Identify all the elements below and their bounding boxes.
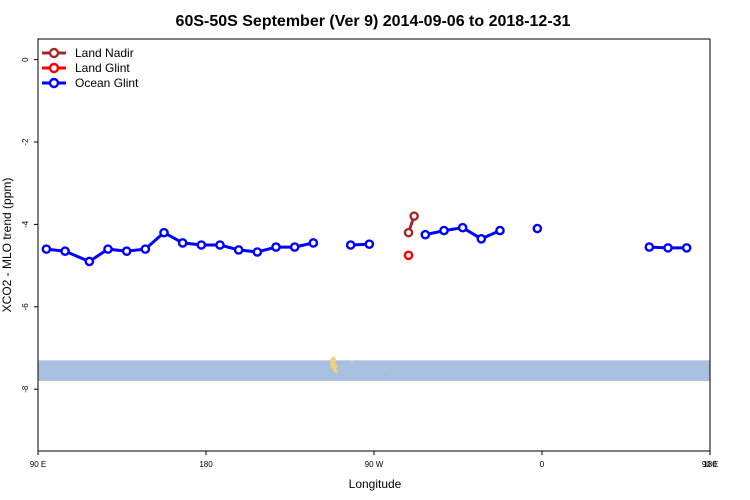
- ocean-glint-point: [457, 222, 468, 233]
- land-band: [38, 360, 710, 381]
- x-tick-label: 90 E: [702, 460, 718, 469]
- x-tick-label: 90 W: [365, 460, 384, 469]
- ocean-glint-point: [121, 246, 132, 256]
- legend-label: Ocean Glint: [75, 76, 139, 90]
- ocean-glint-point: [663, 243, 673, 253]
- legend-item-land-nadir: Land Nadir: [42, 46, 134, 60]
- ocean-glint-point: [84, 256, 95, 267]
- ocean-glint-point: [739, 248, 746, 255]
- ocean-glint-point: [103, 244, 113, 254]
- land-glint-point: [403, 250, 414, 261]
- ocean-glint-point: [345, 240, 356, 250]
- legend-marker: [48, 77, 60, 89]
- ocean-glint-point: [215, 240, 225, 250]
- x-tick-label: 90 E: [30, 460, 46, 469]
- ocean-glint-point: [495, 225, 505, 236]
- ocean-glint-point: [41, 244, 52, 254]
- ocean-glint-point: [289, 242, 300, 252]
- y-axis: 0 -2 -4 -6 -8: [21, 57, 38, 393]
- ocean-glint-point: [252, 247, 263, 257]
- y-tick-label: -2: [21, 138, 30, 146]
- y-axis-label: XCO2 - MLO trend (ppm): [0, 178, 14, 313]
- legend-marker: [48, 62, 60, 74]
- legend-item-ocean-glint: Ocean Glint: [42, 76, 139, 90]
- island-dot: [386, 369, 388, 371]
- ocean-glint-point: [476, 234, 487, 244]
- ocean-glint-point: [681, 243, 692, 253]
- x-tick-label: 180: [703, 460, 717, 469]
- x-tick-label: 180: [199, 460, 213, 469]
- x-axis-label: Longitude: [349, 477, 402, 491]
- island-dot: [351, 362, 353, 364]
- ocean-glint-point: [364, 239, 375, 249]
- chart-title: 60S-50S September (Ver 9) 2014-09-06 to …: [176, 13, 571, 30]
- ocean-glint-point: [271, 242, 281, 252]
- series-group: [41, 211, 750, 267]
- ocean-glint-point: [159, 227, 169, 238]
- ocean-glint-point: [177, 238, 188, 248]
- ocean-glint-point: [532, 223, 543, 234]
- land-nadir-point: [409, 211, 419, 221]
- y-tick-label: -6: [21, 303, 30, 311]
- ocean-glint-point: [60, 246, 70, 256]
- legend-label: Land Nadir: [75, 46, 134, 60]
- ocean-glint-point: [439, 225, 449, 236]
- y-tick-label: -4: [21, 220, 30, 228]
- ocean-glint-point: [644, 242, 655, 252]
- ocean-glint-point: [140, 244, 151, 254]
- ocean-glint-point: [233, 245, 244, 255]
- ocean-glint-line: [724, 233, 750, 262]
- legend-marker: [48, 47, 60, 59]
- x-tick-label: 0: [540, 460, 545, 469]
- y-tick-label: 0: [21, 57, 30, 62]
- land-nadir-point: [403, 227, 414, 238]
- y-tick-label: -8: [21, 385, 30, 393]
- legend-item-land-glint: Land Glint: [42, 61, 130, 75]
- legend-label: Land Glint: [75, 61, 130, 75]
- ocean-glint-point: [196, 240, 207, 250]
- ocean-glint-point: [720, 246, 727, 253]
- plot-area: [38, 211, 750, 381]
- ocean-glint-point: [420, 229, 431, 240]
- island-shape: [330, 356, 338, 374]
- ocean-glint-point: [308, 238, 319, 248]
